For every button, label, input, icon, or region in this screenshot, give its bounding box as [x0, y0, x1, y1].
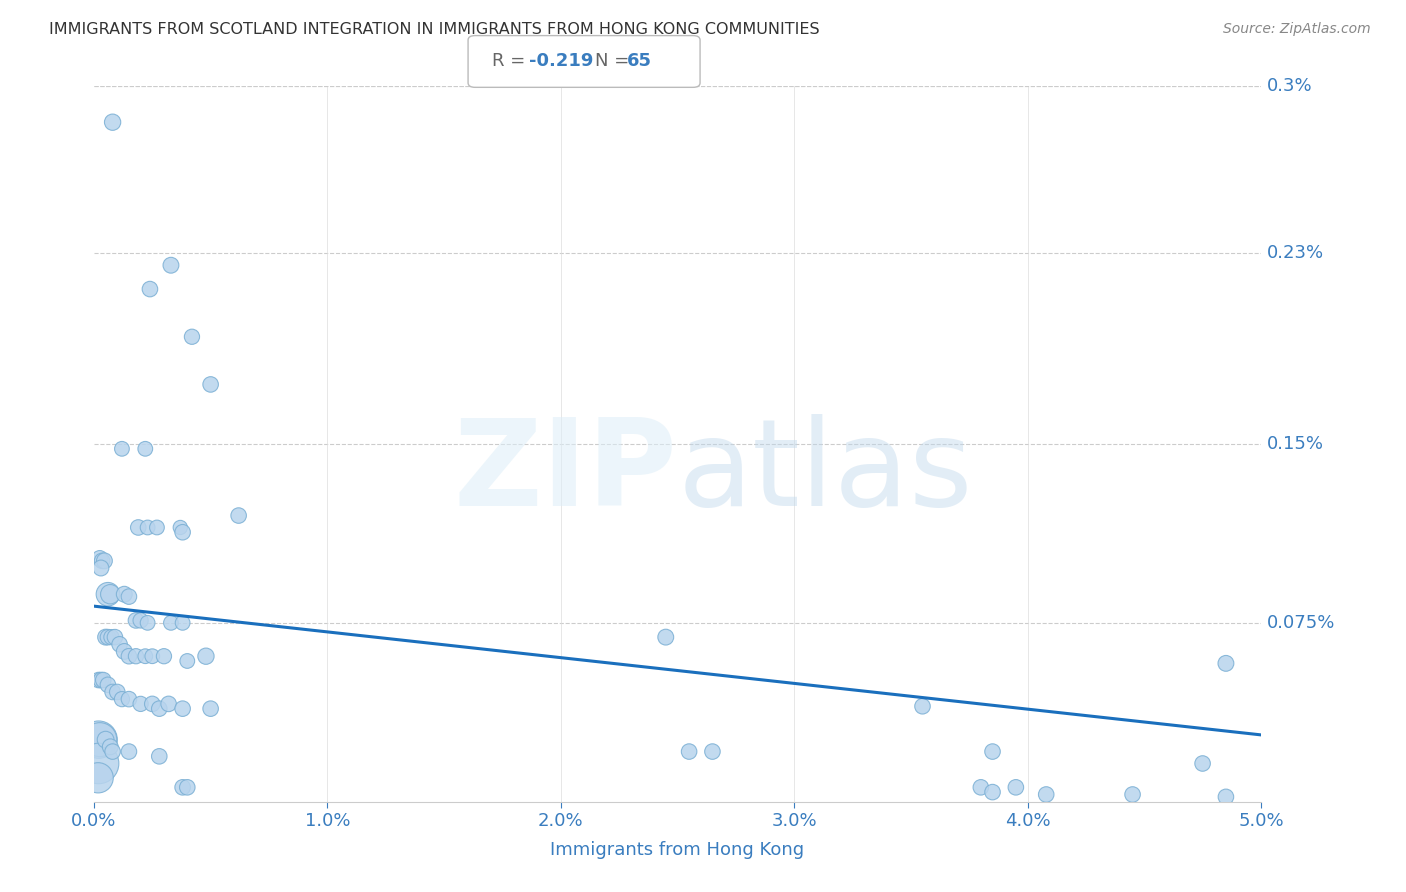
Point — [176, 780, 198, 795]
Point — [228, 508, 250, 523]
Point — [129, 614, 152, 628]
Point — [125, 649, 148, 664]
Point — [90, 561, 112, 575]
Text: 0.23%: 0.23% — [1267, 244, 1324, 262]
Point — [127, 520, 149, 534]
Point — [678, 745, 700, 759]
Point — [1122, 788, 1144, 802]
Point — [118, 649, 141, 664]
Point — [97, 678, 120, 692]
Point — [200, 701, 222, 715]
Text: -0.219: -0.219 — [529, 53, 593, 70]
Point — [157, 697, 180, 711]
Point — [91, 554, 114, 568]
Point — [89, 551, 111, 566]
Text: Source: ZipAtlas.com: Source: ZipAtlas.com — [1223, 22, 1371, 37]
Point — [1215, 657, 1237, 671]
Point — [118, 692, 141, 706]
Point — [90, 673, 112, 687]
Point — [172, 525, 194, 540]
Point — [111, 692, 134, 706]
Point — [148, 749, 170, 764]
Text: N =: N = — [595, 53, 634, 70]
Text: 0.3%: 0.3% — [1267, 78, 1312, 95]
Text: R =: R = — [492, 53, 531, 70]
Point — [89, 732, 111, 747]
Point — [172, 615, 194, 630]
Point — [125, 614, 148, 628]
Point — [134, 649, 156, 664]
Point — [141, 697, 163, 711]
Point — [91, 673, 114, 687]
Point — [160, 258, 183, 272]
Point — [101, 745, 124, 759]
Point — [148, 701, 170, 715]
Point — [981, 785, 1004, 799]
Point — [87, 732, 110, 747]
Point — [153, 649, 176, 664]
Point — [118, 745, 141, 759]
Point — [87, 673, 110, 687]
Point — [136, 520, 159, 534]
Text: IMMIGRANTS FROM SCOTLAND INTEGRATION IN IMMIGRANTS FROM HONG KONG COMMUNITIES: IMMIGRANTS FROM SCOTLAND INTEGRATION IN … — [49, 22, 820, 37]
Point — [702, 745, 724, 759]
Point — [1215, 789, 1237, 804]
Point — [112, 587, 135, 601]
Point — [105, 685, 128, 699]
Text: 65: 65 — [627, 53, 652, 70]
Point — [169, 520, 191, 534]
Point — [112, 644, 135, 658]
Point — [911, 699, 934, 714]
Point — [1005, 780, 1028, 795]
Point — [101, 685, 124, 699]
Point — [94, 732, 117, 747]
Point — [94, 630, 117, 644]
Point — [176, 654, 198, 668]
Point — [141, 649, 163, 664]
Point — [111, 442, 134, 456]
Text: 0.075%: 0.075% — [1267, 614, 1336, 632]
Point — [136, 615, 159, 630]
Point — [104, 630, 127, 644]
Point — [100, 630, 122, 644]
Point — [101, 115, 124, 129]
X-axis label: Immigrants from Hong Kong: Immigrants from Hong Kong — [550, 841, 804, 859]
Point — [146, 520, 169, 534]
Point — [139, 282, 162, 296]
Point — [172, 780, 194, 795]
Point — [181, 330, 204, 344]
Point — [194, 649, 217, 664]
Point — [1191, 756, 1213, 771]
Point — [200, 377, 222, 392]
Text: ZIP: ZIP — [454, 414, 678, 531]
Point — [87, 756, 110, 771]
Point — [655, 630, 678, 644]
Point — [93, 554, 115, 568]
Point — [172, 701, 194, 715]
Point — [98, 739, 121, 754]
Point — [1035, 788, 1057, 802]
Point — [97, 587, 120, 601]
Point — [160, 615, 183, 630]
Point — [108, 637, 131, 651]
Text: atlas: atlas — [678, 414, 973, 531]
Point — [129, 697, 152, 711]
Point — [981, 745, 1004, 759]
Point — [118, 590, 141, 604]
Point — [134, 442, 156, 456]
Text: 0.15%: 0.15% — [1267, 435, 1324, 453]
Point — [87, 771, 110, 785]
Point — [970, 780, 993, 795]
Point — [97, 630, 120, 644]
Point — [98, 587, 121, 601]
